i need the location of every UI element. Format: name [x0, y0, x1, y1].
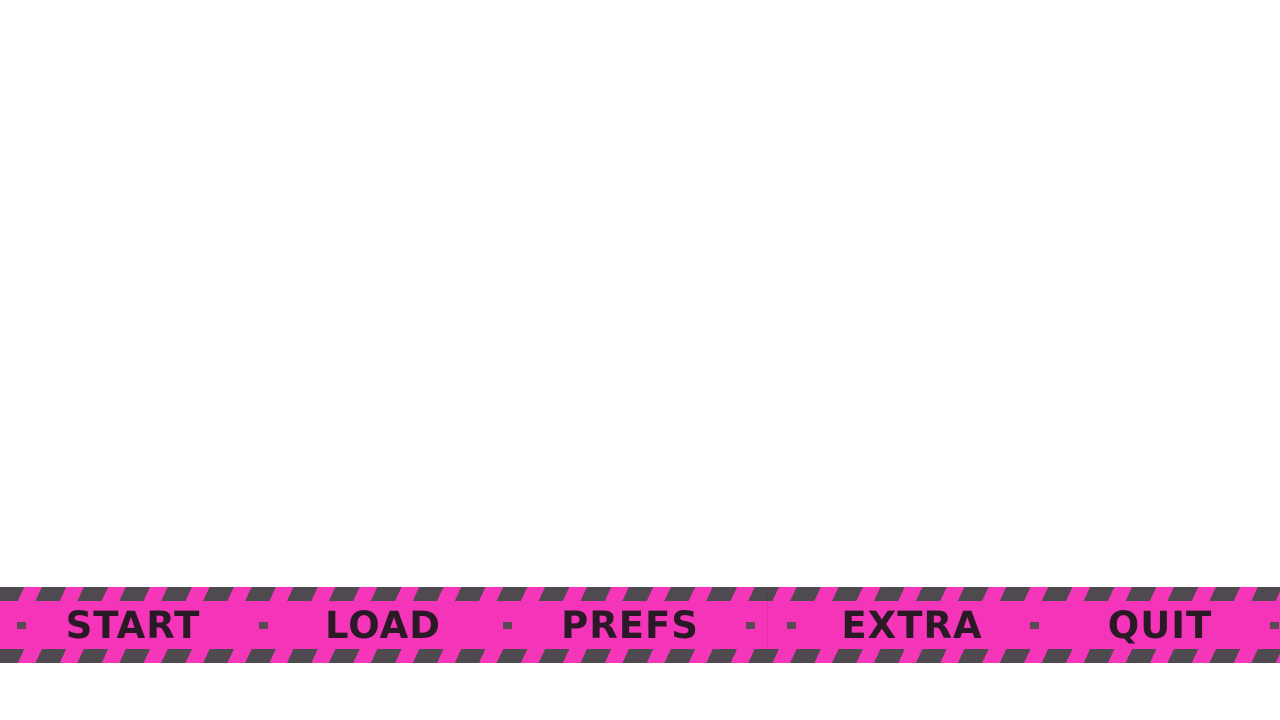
tape-seam [767, 587, 768, 663]
separator-dot [503, 622, 512, 629]
extra-button[interactable]: EXTRA [841, 604, 983, 647]
start-button[interactable]: START [65, 604, 201, 647]
quit-button[interactable]: QUIT [1107, 604, 1213, 647]
separator-dot [1270, 622, 1279, 629]
separator-dot [1030, 622, 1039, 629]
tape-bottom-stripes [0, 649, 1280, 663]
separator-dot [746, 622, 755, 629]
tape-top-stripes [0, 587, 1280, 601]
prefs-button[interactable]: PREFS [561, 604, 699, 647]
separator-dot [259, 622, 268, 629]
menu-band: START LOAD PREFS EXTRA QUIT [0, 587, 1280, 663]
separator-dot [787, 622, 796, 629]
load-button[interactable]: LOAD [324, 604, 442, 647]
main-menu-tape: START LOAD PREFS EXTRA QUIT [0, 587, 1280, 663]
separator-dot [17, 622, 26, 629]
